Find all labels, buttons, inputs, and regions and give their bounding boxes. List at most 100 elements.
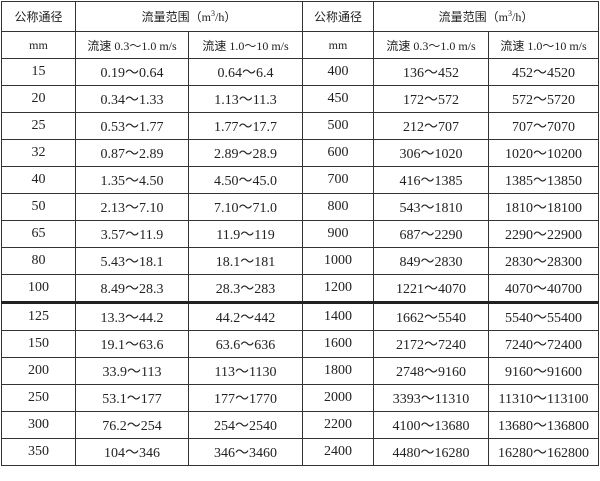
- table-row: 80 5.43～18.1 18.1～181 1000 849～2830 2830～2830…: [1, 247, 599, 275]
- table-cell: 16280～162800: [488, 438, 599, 466]
- table-row: 25 0.53～1.77 1.77～17.7 500 212～707 707～7070: [1, 112, 599, 140]
- table-cell: 1385～13850: [488, 166, 599, 194]
- table-cell: 212～707: [373, 112, 489, 140]
- table-cell: 33.9～113: [75, 357, 189, 385]
- table-cell: 416～1385: [373, 166, 489, 194]
- table-cell: 2.13～7.10: [75, 193, 189, 221]
- table-cell: 11310～113100: [488, 384, 599, 412]
- table-cell: 400: [302, 58, 374, 86]
- table-row: 100 8.49～28.3 28.3～283 1200 1221～4070 4070～40…: [1, 274, 599, 303]
- table-cell: 1400: [302, 301, 374, 331]
- table-cell: 136～452: [373, 58, 489, 86]
- table-cell: 2748～9160: [373, 357, 489, 385]
- table-cell: 1662～5540: [373, 301, 489, 331]
- table-row: 65 3.57～11.9 11.9～119 900 687～2290 2290～22900: [1, 220, 599, 248]
- table-cell: 7.10～71.0: [188, 193, 303, 221]
- table-cell: 1000: [302, 247, 374, 275]
- table-cell: 15: [1, 58, 76, 86]
- table-row: 300 76.2～254 254～2540 2200 4100～13680 13680～1…: [1, 411, 599, 439]
- table-row: 40 1.35～4.50 4.50～45.0 700 416～1385 1385～1385…: [1, 166, 599, 194]
- table-cell: 1800: [302, 357, 374, 385]
- table-cell: 452～4520: [488, 58, 599, 86]
- table-row: 350 104～346 346～3460 2400 4480～16280 16280～16…: [1, 438, 599, 466]
- table-cell: 300: [1, 411, 76, 439]
- table-cell: 849～2830: [373, 247, 489, 275]
- table-cell: 1.13～11.3: [188, 85, 303, 113]
- table-cell: 4100～13680: [373, 411, 489, 439]
- table-cell: 450: [302, 85, 374, 113]
- table-cell: 19.1～63.6: [75, 330, 189, 358]
- table-cell: 150: [1, 330, 76, 358]
- header-v1: 流速 0.3～1.0 m/s: [75, 31, 189, 59]
- table-cell: 0.53～1.77: [75, 112, 189, 140]
- table-cell: 172～572: [373, 85, 489, 113]
- table-cell: 44.2～442: [188, 301, 303, 331]
- table-cell: 543～1810: [373, 193, 489, 221]
- table-cell: 1.77～17.7: [188, 112, 303, 140]
- table-cell: 7240～72400: [488, 330, 599, 358]
- table-cell: 200: [1, 357, 76, 385]
- table-row: 20 0.34～1.33 1.13～11.3 450 172～572 572～5720: [1, 85, 599, 113]
- table-cell: 113～1130: [188, 357, 303, 385]
- table-cell: 0.19～0.64: [75, 58, 189, 86]
- table-cell: 40: [1, 166, 76, 194]
- table-cell: 53.1～177: [75, 384, 189, 412]
- table-row: 15 0.19～0.64 0.64～6.4 400 136～452 452～4520: [1, 58, 599, 86]
- table-cell: 104～346: [75, 438, 189, 466]
- table-cell: 0.87～2.89: [75, 139, 189, 167]
- table-cell: 2200: [302, 411, 374, 439]
- table-cell: 2400: [302, 438, 374, 466]
- table-cell: 2290～22900: [488, 220, 599, 248]
- table-row: 32 0.87～2.89 2.89～28.9 600 306～1020 1020～1020…: [1, 139, 599, 167]
- header-flow-right: 流量范围（m3/h）: [373, 1, 599, 32]
- table-cell: 707～7070: [488, 112, 599, 140]
- table-row: 50 2.13～7.10 7.10～71.0 800 543～1810 1810～1810…: [1, 193, 599, 221]
- table-cell: 306～1020: [373, 139, 489, 167]
- table-row: 150 19.1～63.6 63.6～636 1600 2172～7240 7240～72…: [1, 330, 599, 358]
- table-cell: 4.50～45.0: [188, 166, 303, 194]
- table-cell: 3.57～11.9: [75, 220, 189, 248]
- table-cell: 25: [1, 112, 76, 140]
- table-cell: 350: [1, 438, 76, 466]
- table-cell: 900: [302, 220, 374, 248]
- table-cell: 177～1770: [188, 384, 303, 412]
- header-v1: 流速 0.3～1.0 m/s: [373, 31, 489, 59]
- table-cell: 800: [302, 193, 374, 221]
- table-cell: 80: [1, 247, 76, 275]
- table-cell: 125: [1, 301, 76, 331]
- header-v2: 流速 1.0～10 m/s: [488, 31, 599, 59]
- table-cell: 1810～18100: [488, 193, 599, 221]
- header-unit: mm: [302, 31, 374, 59]
- table-cell: 1600: [302, 330, 374, 358]
- header-row-2: mm 流速 0.3～1.0 m/s 流速 1.0～10 m/s mm 流速 0.…: [1, 31, 599, 59]
- table-cell: 20: [1, 85, 76, 113]
- table-cell: 2.89～28.9: [188, 139, 303, 167]
- table-cell: 0.34～1.33: [75, 85, 189, 113]
- table-cell: 687～2290: [373, 220, 489, 248]
- table-cell: 1200: [302, 274, 374, 303]
- header-row-1: 公称通径 流量范围（m3/h） 公称通径 流量范围（m3/h）: [1, 1, 599, 32]
- table-cell: 65: [1, 220, 76, 248]
- table-row: 125 13.3～44.2 44.2～442 1400 1662～5540 5540～55…: [1, 301, 599, 331]
- table-cell: 100: [1, 274, 76, 303]
- table-cell: 2000: [302, 384, 374, 412]
- table-cell: 250: [1, 384, 76, 412]
- table-cell: 5540～55400: [488, 301, 599, 331]
- table-cell: 1221～4070: [373, 274, 489, 303]
- table-cell: 18.1～181: [188, 247, 303, 275]
- flow-range-table: 公称通径 流量范围（m3/h） 公称通径 流量范围（m3/h） mm 流速 0.…: [1, 1, 599, 466]
- table-cell: 1020～10200: [488, 139, 599, 167]
- table-cell: 13680～136800: [488, 411, 599, 439]
- header-dn-left: 公称通径: [1, 1, 76, 32]
- table-cell: 1.35～4.50: [75, 166, 189, 194]
- table-cell: 4070～40700: [488, 274, 599, 303]
- table-cell: 500: [302, 112, 374, 140]
- table-cell: 700: [302, 166, 374, 194]
- table-cell: 0.64～6.4: [188, 58, 303, 86]
- table-cell: 32: [1, 139, 76, 167]
- table-cell: 572～5720: [488, 85, 599, 113]
- table-cell: 13.3～44.2: [75, 301, 189, 331]
- header-flow-left: 流量范围（m3/h）: [75, 1, 303, 32]
- table-cell: 5.43～18.1: [75, 247, 189, 275]
- table-cell: 2172～7240: [373, 330, 489, 358]
